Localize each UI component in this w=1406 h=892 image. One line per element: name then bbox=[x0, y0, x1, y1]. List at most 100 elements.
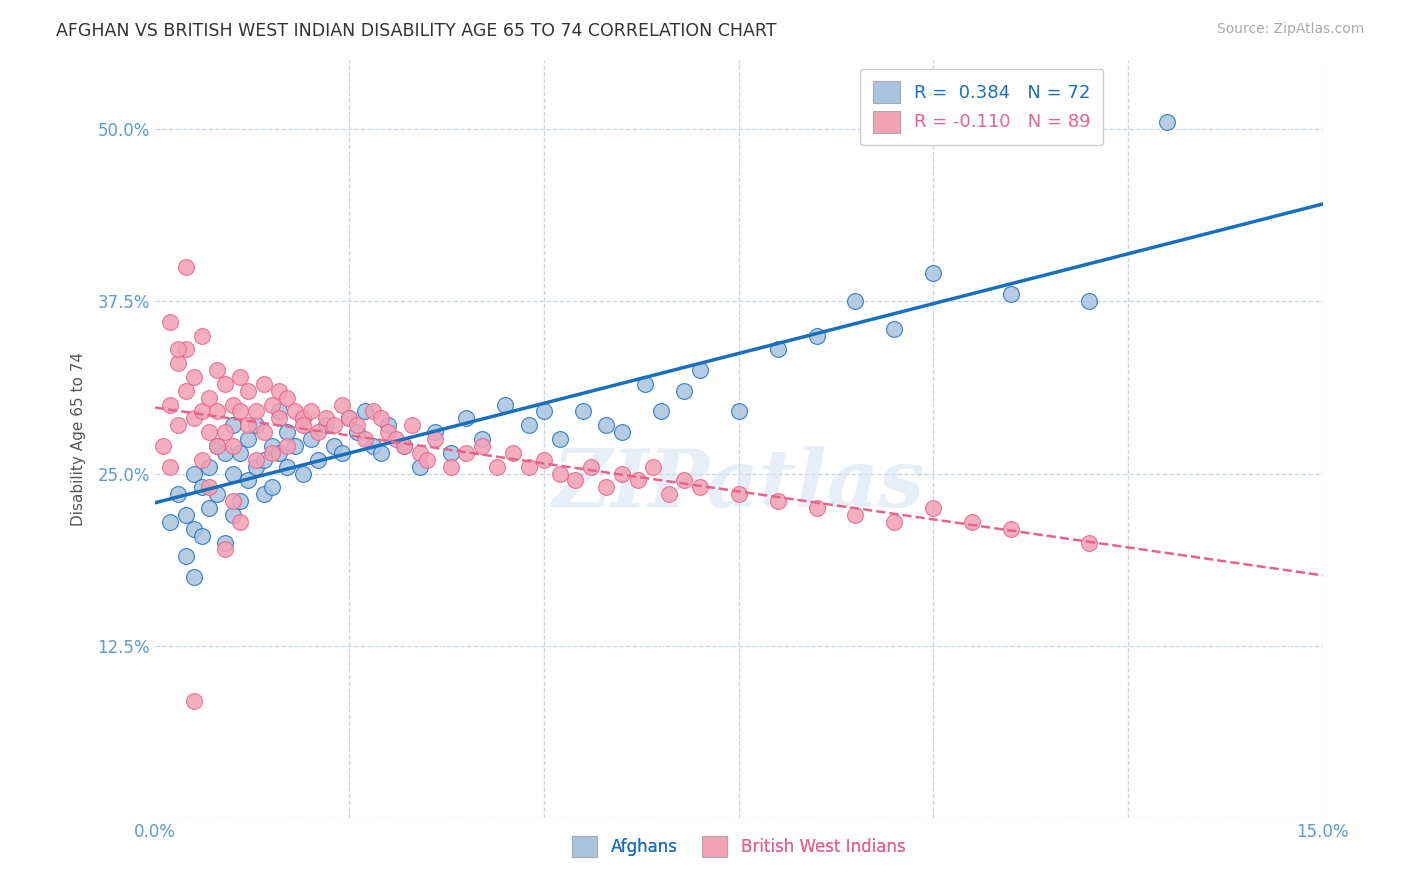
Point bbox=[922, 501, 945, 516]
Point bbox=[634, 376, 657, 391]
Point bbox=[214, 376, 236, 391]
Point bbox=[346, 425, 368, 439]
Point bbox=[1078, 294, 1101, 309]
Point bbox=[385, 432, 408, 446]
Point bbox=[1078, 535, 1101, 549]
Point bbox=[689, 363, 711, 377]
Point bbox=[423, 432, 446, 446]
Point bbox=[260, 446, 283, 460]
Point bbox=[183, 570, 205, 584]
Point bbox=[533, 404, 555, 418]
Y-axis label: Disability Age 65 to 74: Disability Age 65 to 74 bbox=[72, 352, 86, 526]
Point bbox=[883, 321, 905, 335]
Point bbox=[579, 459, 602, 474]
Point bbox=[727, 487, 749, 501]
Point bbox=[806, 501, 828, 516]
Point bbox=[330, 398, 353, 412]
Point bbox=[284, 439, 307, 453]
Point bbox=[727, 404, 749, 418]
Point bbox=[299, 432, 322, 446]
Point bbox=[610, 467, 633, 481]
Point bbox=[221, 439, 243, 453]
Point bbox=[190, 452, 212, 467]
Point bbox=[548, 467, 571, 481]
Point bbox=[238, 474, 260, 488]
Point bbox=[346, 418, 368, 433]
Point bbox=[221, 467, 243, 481]
Point bbox=[922, 267, 945, 281]
Point bbox=[548, 432, 571, 446]
Point bbox=[471, 439, 494, 453]
Point bbox=[502, 446, 524, 460]
Point bbox=[167, 356, 190, 370]
Point bbox=[626, 474, 648, 488]
Point bbox=[416, 452, 439, 467]
Point bbox=[315, 418, 337, 433]
Point bbox=[221, 508, 243, 522]
Point bbox=[238, 418, 260, 433]
Point bbox=[844, 508, 866, 522]
Point bbox=[370, 411, 392, 425]
Point bbox=[190, 480, 212, 494]
Point bbox=[291, 418, 314, 433]
Point bbox=[408, 459, 430, 474]
Point bbox=[291, 411, 314, 425]
Point bbox=[440, 446, 463, 460]
Point bbox=[392, 439, 415, 453]
Point bbox=[205, 404, 228, 418]
Point bbox=[245, 459, 267, 474]
Point bbox=[354, 404, 377, 418]
Point bbox=[494, 398, 516, 412]
Point bbox=[198, 391, 221, 405]
Point bbox=[229, 494, 252, 508]
Point bbox=[214, 425, 236, 439]
Point bbox=[174, 508, 197, 522]
Point bbox=[673, 384, 696, 398]
Point bbox=[269, 384, 291, 398]
Point bbox=[253, 452, 276, 467]
Point bbox=[245, 418, 267, 433]
Point bbox=[183, 467, 205, 481]
Point bbox=[766, 494, 789, 508]
Point bbox=[269, 446, 291, 460]
Point bbox=[198, 459, 221, 474]
Point bbox=[159, 315, 181, 329]
Point bbox=[159, 515, 181, 529]
Point bbox=[260, 480, 283, 494]
Legend: Afghans, British West Indians: Afghans, British West Indians bbox=[565, 830, 912, 863]
Point bbox=[159, 398, 181, 412]
Point bbox=[269, 411, 291, 425]
Point bbox=[229, 404, 252, 418]
Point bbox=[401, 418, 423, 433]
Point bbox=[658, 487, 681, 501]
Point bbox=[517, 459, 540, 474]
Point bbox=[641, 459, 664, 474]
Point bbox=[307, 425, 329, 439]
Point bbox=[276, 391, 298, 405]
Point bbox=[1000, 287, 1022, 301]
Point bbox=[377, 418, 399, 433]
Point bbox=[245, 404, 267, 418]
Point bbox=[214, 535, 236, 549]
Text: AFGHAN VS BRITISH WEST INDIAN DISABILITY AGE 65 TO 74 CORRELATION CHART: AFGHAN VS BRITISH WEST INDIAN DISABILITY… bbox=[56, 22, 776, 40]
Point bbox=[238, 384, 260, 398]
Point bbox=[354, 432, 377, 446]
Point bbox=[377, 425, 399, 439]
Point bbox=[456, 446, 478, 460]
Point bbox=[844, 294, 866, 309]
Point bbox=[486, 459, 509, 474]
Point bbox=[174, 260, 197, 274]
Point bbox=[291, 411, 314, 425]
Point bbox=[221, 398, 243, 412]
Point bbox=[238, 432, 260, 446]
Point bbox=[260, 398, 283, 412]
Point bbox=[291, 467, 314, 481]
Point bbox=[214, 446, 236, 460]
Point bbox=[183, 411, 205, 425]
Point bbox=[174, 384, 197, 398]
Point bbox=[689, 480, 711, 494]
Point bbox=[962, 515, 984, 529]
Point bbox=[339, 411, 361, 425]
Text: ZIPatlas: ZIPatlas bbox=[553, 446, 925, 524]
Point bbox=[253, 376, 276, 391]
